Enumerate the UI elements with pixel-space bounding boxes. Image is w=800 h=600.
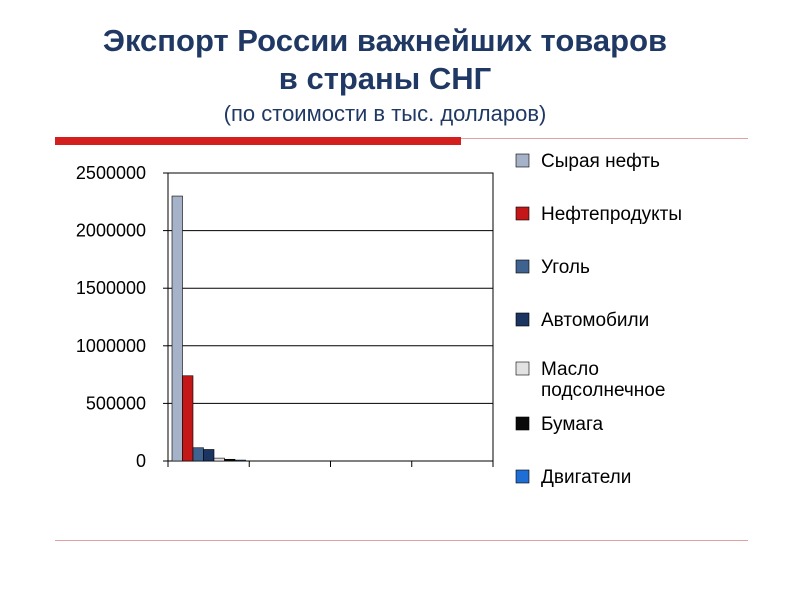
plot-area-border	[167, 172, 494, 462]
bar-7-cat-1	[234, 459, 246, 462]
legend-label: Сырая нефть	[541, 151, 660, 172]
legend-swatch	[515, 416, 530, 431]
legend-label: Двигатели	[541, 467, 631, 488]
legend-label: Нефтепродукты	[541, 204, 682, 225]
bar-2-cat-1	[182, 375, 194, 462]
y-tick-label: 0	[136, 451, 146, 471]
y-tick-label: 2500000	[76, 163, 146, 183]
legend-swatch	[515, 469, 530, 484]
bar-6-cat-1	[224, 458, 236, 462]
legend-label-line-1: Масло	[541, 359, 599, 380]
legend-label: Уголь	[541, 257, 590, 278]
y-tick-label: 1500000	[76, 278, 146, 298]
legend-label: Автомобили	[541, 310, 649, 331]
legend-swatch	[515, 259, 530, 274]
legend-label: Бумага	[541, 414, 603, 435]
legend-label-line-2: подсолнечное	[541, 380, 665, 401]
y-tick-label: 1000000	[76, 336, 146, 356]
legend-swatch	[515, 312, 530, 327]
title-divider-red-bar	[55, 137, 461, 145]
y-tick-label: 500000	[86, 393, 146, 413]
slide-subtitle: (по стоимости в тыс. долларов)	[223, 101, 547, 126]
legend-swatch	[515, 153, 530, 168]
footer-divider	[55, 540, 748, 541]
bar-5-cat-1	[213, 457, 225, 462]
slide-title-line-2: в страны СНГ	[278, 61, 492, 96]
slide-title-block: Экспорт России важнейших товаров в стран…	[0, 22, 770, 128]
legend-swatch	[515, 361, 530, 376]
bar-3-cat-1	[192, 447, 204, 462]
legend-swatch	[515, 206, 530, 221]
slide-title-line-1: Экспорт России важнейших товаров	[102, 23, 668, 58]
bar-4-cat-1	[203, 449, 215, 462]
y-tick-label: 2000000	[76, 221, 146, 241]
bar-1-cat-1	[171, 195, 183, 462]
